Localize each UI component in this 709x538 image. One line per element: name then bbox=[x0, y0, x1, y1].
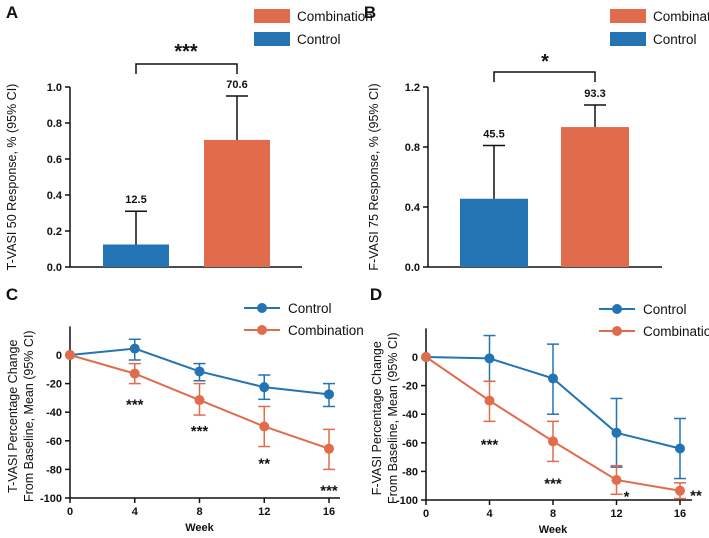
data-label: 12.5 bbox=[125, 194, 146, 206]
legend-label: Combination bbox=[288, 323, 364, 338]
data-point bbox=[259, 421, 270, 432]
significance-bracket bbox=[135, 63, 238, 74]
data-label: 45.5 bbox=[483, 129, 504, 141]
y-tick-label: 0.8 bbox=[405, 142, 420, 154]
x-axis-title: Week bbox=[185, 522, 214, 534]
legend-label: Combination bbox=[297, 9, 373, 24]
data-point bbox=[324, 389, 334, 400]
data-label: 70.6 bbox=[226, 79, 247, 91]
significance-stars: * bbox=[541, 51, 549, 73]
significance-bracket bbox=[493, 71, 596, 82]
data-point bbox=[129, 368, 140, 379]
y-tick-label: 1.0 bbox=[47, 82, 62, 94]
panel-letter: B bbox=[364, 3, 376, 22]
y-tick-label: -80 bbox=[46, 464, 62, 476]
y-axis-title: F-VASI Percentage Change bbox=[370, 341, 384, 495]
data-point bbox=[129, 343, 140, 354]
significance-stars: *** bbox=[481, 436, 499, 453]
data-point bbox=[548, 436, 558, 447]
y-tick-label: -40 bbox=[402, 409, 418, 421]
y-tick-label: 0.0 bbox=[47, 262, 62, 274]
y-tick-label: 0 bbox=[412, 352, 418, 364]
y-axis-title: F-VASI 75 Response, % (95% CI) bbox=[367, 83, 381, 270]
data-point bbox=[675, 443, 685, 454]
y-tick-label: 1.2 bbox=[405, 82, 420, 94]
bar-control bbox=[103, 244, 169, 267]
y-tick-label: -20 bbox=[402, 381, 418, 393]
x-tick-label: 0 bbox=[67, 506, 73, 518]
legend-marker bbox=[612, 304, 622, 314]
significance-stars: *** bbox=[191, 423, 209, 440]
significance-stars: ** bbox=[690, 488, 702, 505]
panel-letter: D bbox=[370, 285, 382, 304]
legend-label: Control bbox=[288, 301, 332, 316]
bar-combination bbox=[204, 139, 270, 267]
x-tick-label: 8 bbox=[550, 508, 556, 520]
legend-label: Control bbox=[297, 32, 341, 47]
data-point bbox=[611, 474, 622, 485]
data-point bbox=[259, 382, 270, 393]
y-tick-label: -20 bbox=[46, 379, 62, 391]
data-point bbox=[484, 353, 495, 364]
x-tick-label: 12 bbox=[258, 506, 270, 518]
y-tick-label: -100 bbox=[40, 493, 62, 505]
legend-label: Control bbox=[643, 302, 687, 317]
y-tick-label: 0.8 bbox=[47, 118, 62, 130]
data-point bbox=[675, 485, 685, 496]
data-point bbox=[324, 443, 334, 454]
y-tick-label: 0.0 bbox=[405, 262, 420, 274]
significance-stars: * bbox=[624, 488, 630, 505]
data-point bbox=[65, 350, 75, 360]
data-label: 93.3 bbox=[584, 88, 605, 100]
x-tick-label: 0 bbox=[423, 508, 429, 520]
data-point bbox=[484, 395, 495, 406]
y-axis-title: From Baseline, Mean (95% CI) bbox=[386, 332, 400, 504]
x-tick-label: 16 bbox=[674, 508, 686, 520]
data-point bbox=[421, 352, 431, 362]
y-tick-label: -60 bbox=[46, 436, 62, 448]
legend-swatch bbox=[254, 32, 290, 46]
x-tick-label: 12 bbox=[610, 508, 622, 520]
data-point bbox=[611, 427, 622, 438]
x-tick-label: 16 bbox=[323, 506, 335, 518]
legend-label: Combination bbox=[653, 9, 709, 24]
y-tick-label: 0.4 bbox=[405, 202, 421, 214]
significance-stars: *** bbox=[126, 397, 144, 414]
y-tick-label: 0.6 bbox=[47, 154, 62, 166]
legend-swatch bbox=[254, 9, 290, 23]
y-axis-title: T-VASI 50 Response, % (95% CI) bbox=[5, 84, 19, 271]
significance-stars: *** bbox=[544, 475, 562, 492]
bar-control bbox=[460, 198, 528, 267]
significance-stars: *** bbox=[320, 482, 338, 499]
y-tick-label: 0 bbox=[56, 350, 62, 362]
x-tick-label: 4 bbox=[486, 508, 493, 520]
data-point bbox=[194, 366, 205, 377]
y-tick-label: -60 bbox=[402, 438, 418, 450]
legend-marker bbox=[257, 303, 267, 313]
significance-stars: ** bbox=[258, 456, 270, 473]
y-tick-label: -80 bbox=[402, 466, 418, 478]
data-point bbox=[548, 373, 558, 384]
legend-label: Combination bbox=[643, 324, 709, 339]
legend-marker bbox=[612, 326, 622, 336]
y-tick-label: -100 bbox=[396, 495, 418, 507]
x-tick-label: 8 bbox=[196, 506, 202, 518]
y-tick-label: 0.4 bbox=[47, 190, 63, 202]
panel-letter: A bbox=[6, 3, 18, 22]
legend-label: Control bbox=[653, 32, 697, 47]
x-tick-label: 4 bbox=[132, 506, 139, 518]
data-point bbox=[194, 395, 205, 406]
y-tick-label: 0.2 bbox=[47, 226, 62, 238]
bar-combination bbox=[561, 127, 629, 267]
significance-stars: *** bbox=[174, 41, 198, 63]
x-axis-title: Week bbox=[539, 524, 568, 536]
y-tick-label: -40 bbox=[46, 407, 62, 419]
legend-swatch bbox=[610, 32, 646, 46]
y-axis-title: T-VASI Percentage Change bbox=[6, 339, 20, 492]
panel-letter: C bbox=[6, 285, 18, 304]
legend-marker bbox=[257, 325, 267, 335]
legend-swatch bbox=[610, 9, 646, 23]
y-axis-title: From Baseline, Mean (95% CI) bbox=[22, 330, 36, 502]
